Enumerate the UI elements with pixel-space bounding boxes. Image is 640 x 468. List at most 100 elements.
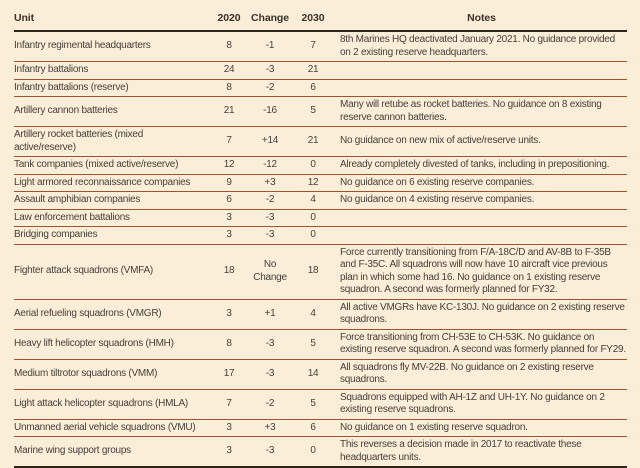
notes-cell: No guidance on new mix of active/reserve… (336, 126, 627, 157)
unit-cell: Artillery rocket batteries (mixed active… (14, 126, 208, 157)
table-row: Bridging companies 3 -3 0 (14, 226, 627, 245)
value-2020-cell: 12 (208, 156, 250, 175)
change-cell: -3 (250, 329, 290, 360)
unit-cell: Law enforcement battalions (14, 209, 208, 227)
table-row: Artillery rocket batteries (mixed active… (14, 126, 627, 157)
value-2030-cell: 14 (290, 359, 336, 390)
table-row: Law enforcement battalions 3 -3 0 (14, 209, 627, 227)
change-cell: No Change (250, 244, 290, 300)
change-cell: -16 (250, 96, 290, 127)
value-2030-cell: 0 (290, 436, 336, 468)
notes-cell: All squadrons fly MV-22B. No guidance on… (336, 359, 627, 390)
header-row: Unit 2020 Change 2030 Notes (14, 4, 627, 32)
change-cell: -2 (250, 389, 290, 420)
table-row: Unmanned aerial vehicle squadrons (VMU) … (14, 419, 627, 437)
unit-cell: Fighter attack squadrons (VMFA) (14, 244, 208, 300)
notes-cell: No guidance on 4 existing reserve compan… (336, 191, 627, 210)
table-body: Infantry regimental headquarters 8 -1 7 … (14, 31, 627, 468)
unit-cell: Assault amphibian companies (14, 191, 208, 210)
value-2030-cell: 5 (290, 329, 336, 360)
value-2020-cell: 7 (208, 126, 250, 157)
table-row: Infantry regimental headquarters 8 -1 7 … (14, 31, 627, 62)
value-2030-cell: 12 (290, 174, 336, 192)
column-header-2030: 2030 (290, 4, 336, 32)
notes-cell (336, 226, 627, 245)
unit-cell: Light attack helicopter squadrons (HMLA) (14, 389, 208, 420)
column-header-notes: Notes (336, 4, 627, 32)
column-header-2020: 2020 (208, 4, 250, 32)
change-cell: -3 (250, 61, 290, 80)
value-2030-cell: 0 (290, 156, 336, 175)
table-row: Heavy lift helicopter squadrons (HMH) 8 … (14, 329, 627, 360)
column-header-unit: Unit (14, 4, 208, 32)
unit-cell: Tank companies (mixed active/reserve) (14, 156, 208, 175)
value-2030-cell: 7 (290, 31, 336, 62)
table-row: Marine wing support groups 3 -3 0 This r… (14, 436, 627, 468)
value-2020-cell: 3 (208, 299, 250, 330)
change-cell: -3 (250, 226, 290, 245)
table-row: Medium tiltrotor squadrons (VMM) 17 -3 1… (14, 359, 627, 390)
value-2020-cell: 8 (208, 329, 250, 360)
unit-cell: Heavy lift helicopter squadrons (HMH) (14, 329, 208, 360)
change-cell: -2 (250, 79, 290, 97)
value-2030-cell: 6 (290, 79, 336, 97)
notes-cell: This reverses a decision made in 2017 to… (336, 436, 627, 468)
unit-cell: Medium tiltrotor squadrons (VMM) (14, 359, 208, 390)
table-row: Artillery cannon batteries 21 -16 5 Many… (14, 96, 627, 127)
unit-cell: Unmanned aerial vehicle squadrons (VMU) (14, 419, 208, 437)
change-cell: +14 (250, 126, 290, 157)
change-cell: -2 (250, 191, 290, 210)
value-2030-cell: 5 (290, 389, 336, 420)
value-2030-cell: 6 (290, 419, 336, 437)
notes-cell (336, 61, 627, 80)
value-2030-cell: 5 (290, 96, 336, 127)
unit-cell: Artillery cannon batteries (14, 96, 208, 127)
value-2020-cell: 3 (208, 226, 250, 245)
notes-cell (336, 79, 627, 97)
value-2020-cell: 7 (208, 389, 250, 420)
notes-cell: Force transitioning from CH-53E to CH-53… (336, 329, 627, 360)
value-2030-cell: 21 (290, 61, 336, 80)
value-2020-cell: 21 (208, 96, 250, 127)
column-header-change: Change (250, 4, 290, 32)
unit-cell: Infantry battalions (14, 61, 208, 80)
value-2020-cell: 3 (208, 419, 250, 437)
unit-cell: Infantry regimental headquarters (14, 31, 208, 62)
notes-cell: Force currently transitioning from F/A-1… (336, 244, 627, 300)
table-row: Light attack helicopter squadrons (HMLA)… (14, 389, 627, 420)
value-2020-cell: 8 (208, 31, 250, 62)
table-row: Assault amphibian companies 6 -2 4 No gu… (14, 191, 627, 210)
change-cell: +3 (250, 419, 290, 437)
change-cell: -3 (250, 359, 290, 390)
table-row: Fighter attack squadrons (VMFA) 18 No Ch… (14, 244, 627, 300)
notes-cell: All active VMGRs have KC-130J. No guidan… (336, 299, 627, 330)
value-2030-cell: 18 (290, 244, 336, 300)
change-cell: -3 (250, 209, 290, 227)
notes-cell: Many will retube as rocket batteries. No… (336, 96, 627, 127)
value-2020-cell: 24 (208, 61, 250, 80)
unit-cell: Marine wing support groups (14, 436, 208, 468)
value-2020-cell: 3 (208, 436, 250, 468)
value-2030-cell: 4 (290, 299, 336, 330)
value-2020-cell: 9 (208, 174, 250, 192)
table-row: Infantry battalions (reserve) 8 -2 6 (14, 79, 627, 97)
value-2020-cell: 18 (208, 244, 250, 300)
unit-cell: Infantry battalions (reserve) (14, 79, 208, 97)
value-2030-cell: 0 (290, 226, 336, 245)
unit-cell: Bridging companies (14, 226, 208, 245)
notes-cell: 8th Marines HQ deactivated January 2021.… (336, 31, 627, 62)
change-cell: -1 (250, 31, 290, 62)
change-cell: +1 (250, 299, 290, 330)
value-2020-cell: 3 (208, 209, 250, 227)
table-row: Tank companies (mixed active/reserve) 12… (14, 156, 627, 175)
value-2030-cell: 0 (290, 209, 336, 227)
change-cell: -3 (250, 436, 290, 468)
force-structure-table: Unit 2020 Change 2030 Notes Infantry reg… (14, 4, 627, 468)
table-row: Aerial refueling squadrons (VMGR) 3 +1 4… (14, 299, 627, 330)
table-row: Light armored reconnaissance companies 9… (14, 174, 627, 192)
value-2020-cell: 8 (208, 79, 250, 97)
value-2030-cell: 21 (290, 126, 336, 157)
notes-cell (336, 209, 627, 227)
unit-cell: Light armored reconnaissance companies (14, 174, 208, 192)
